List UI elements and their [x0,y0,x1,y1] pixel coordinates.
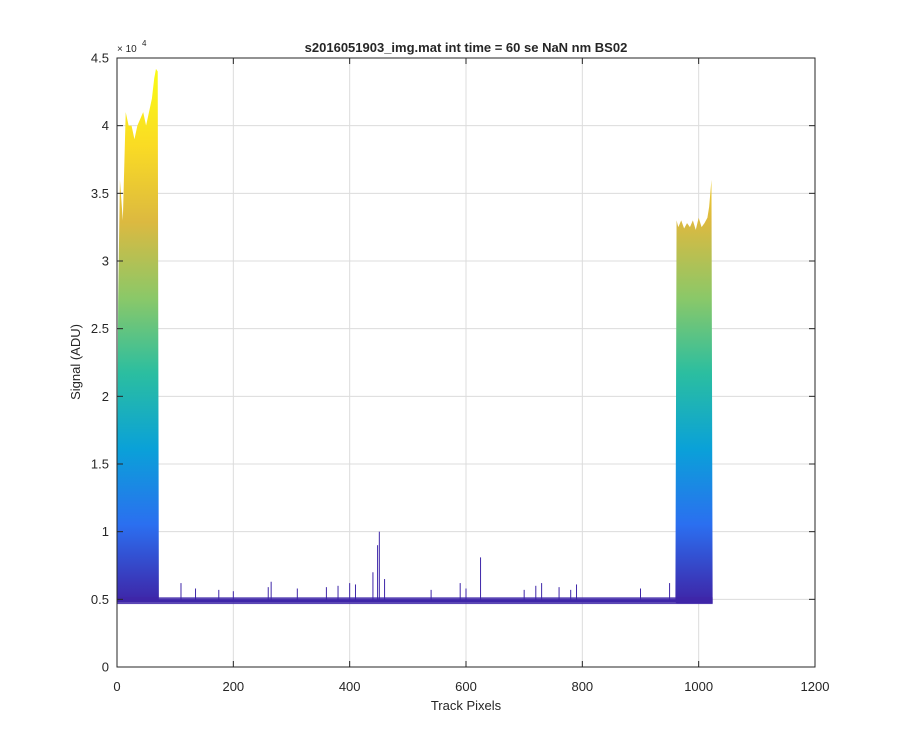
x-tick-label: 0 [113,679,120,694]
axis-ticks [116,57,816,668]
x-tick-label: 600 [455,679,477,694]
y-tick-label: 3.5 [91,186,109,201]
y-tick-label: 1 [102,524,109,539]
y-tick-label: 4 [102,118,109,133]
y-tick-label: 0 [102,660,109,675]
y-tick-labels: 0 0.5 1 1.5 2 2.5 3 3.5 4 4.5 [91,51,109,675]
y-tick-label: 2 [102,389,109,404]
plot-area [117,68,713,605]
y-axis-label: Signal (ADU) [68,324,83,400]
y-tick-label: 2.5 [91,321,109,336]
y-tick-label: 0.5 [91,592,109,607]
y-tick-label: 1.5 [91,457,109,472]
y-tick-label: 4.5 [91,51,109,66]
x-tick-label: 200 [222,679,244,694]
y-exponent-base: × 10 [117,44,137,55]
x-tick-label: 1000 [684,679,713,694]
x-tick-labels: 0 200 400 600 800 1000 1200 [113,679,829,694]
x-axis-label: Track Pixels [431,698,502,713]
chart-title: s2016051903_img.mat int time = 60 se NaN… [305,40,628,55]
y-tick-label: 3 [102,254,109,269]
x-tick-label: 400 [339,679,361,694]
y-exponent-power: 4 [142,39,147,48]
baseline-band [117,597,713,605]
y-exponent-label: × 10 4 [117,39,147,55]
x-tick-label: 800 [571,679,593,694]
x-tick-label: 1200 [801,679,830,694]
